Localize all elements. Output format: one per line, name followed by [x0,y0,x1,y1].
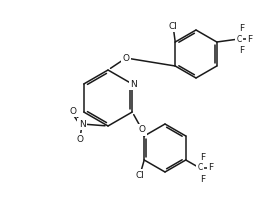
Text: O: O [122,54,129,62]
Text: Cl: Cl [136,171,145,179]
Text: C: C [197,164,202,172]
Text: O: O [76,135,84,144]
Text: N: N [79,119,85,129]
Text: N: N [130,80,137,89]
Text: F: F [200,152,205,162]
Text: F: F [239,46,244,55]
Text: F: F [247,34,252,43]
Text: O: O [139,125,146,135]
Text: O: O [69,107,76,116]
Text: Cl: Cl [169,21,178,30]
Text: C: C [236,34,241,43]
Text: F: F [200,174,205,184]
Text: F: F [239,23,244,33]
Text: F: F [208,164,213,172]
